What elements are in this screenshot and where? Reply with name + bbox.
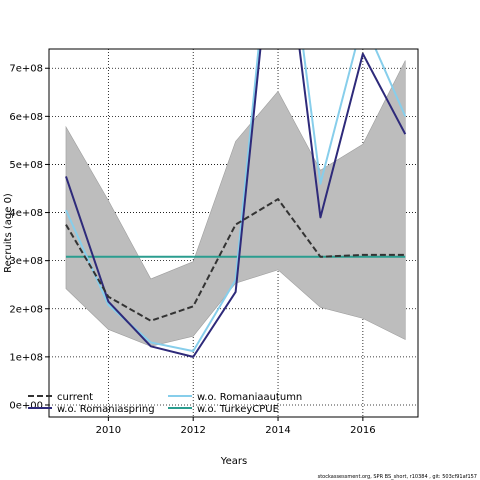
legend-label-romaniaspring: w.o. Romaniaspring: [57, 404, 155, 415]
x-tick-label: 2016: [350, 425, 375, 436]
series-layer: [65, 49, 407, 358]
y-tick-label: 7e+08: [9, 64, 43, 75]
y-tick-label: 5e+08: [9, 160, 43, 171]
y-axis-ticks: 0e+00 1e+08 2e+08 3e+08 4e+08 5e+08 6e+08 7e+08: [9, 64, 49, 411]
x-tick-label: 2014: [265, 425, 290, 436]
y-tick-label: 3e+08: [9, 256, 43, 267]
x-axis-ticks: 2010 2012 2014 2016: [96, 417, 376, 436]
y-tick-label: 1e+08: [9, 352, 43, 363]
legend-label-romaniaautumn: w.o. Romaniaautumn: [197, 392, 302, 403]
legend-label-current: current: [57, 392, 93, 403]
y-tick-label: 4e+08: [9, 208, 43, 219]
series-line-w-o-romaniaspring: [65, 49, 407, 358]
footer-text: stockassessment.org, SPR BS_short, r1038…: [318, 474, 477, 480]
x-tick-label: 2010: [96, 425, 121, 436]
y-axis-label: Recruits (age 0): [3, 193, 14, 273]
legend-label-turkeycpue: w.o. TurkeyCPUE: [197, 404, 279, 415]
y-tick-label: 6e+08: [9, 112, 43, 123]
y-tick-label: 0e+00: [9, 400, 43, 411]
series-line-current: [65, 198, 406, 322]
legend: current w.o. Romaniaspring w.o. Romaniaa…: [28, 392, 302, 415]
plot-frame: [48, 48, 419, 418]
y-tick-label: 2e+08: [9, 304, 43, 315]
x-tick-label: 2012: [180, 425, 205, 436]
x-axis-label: Years: [220, 456, 247, 467]
